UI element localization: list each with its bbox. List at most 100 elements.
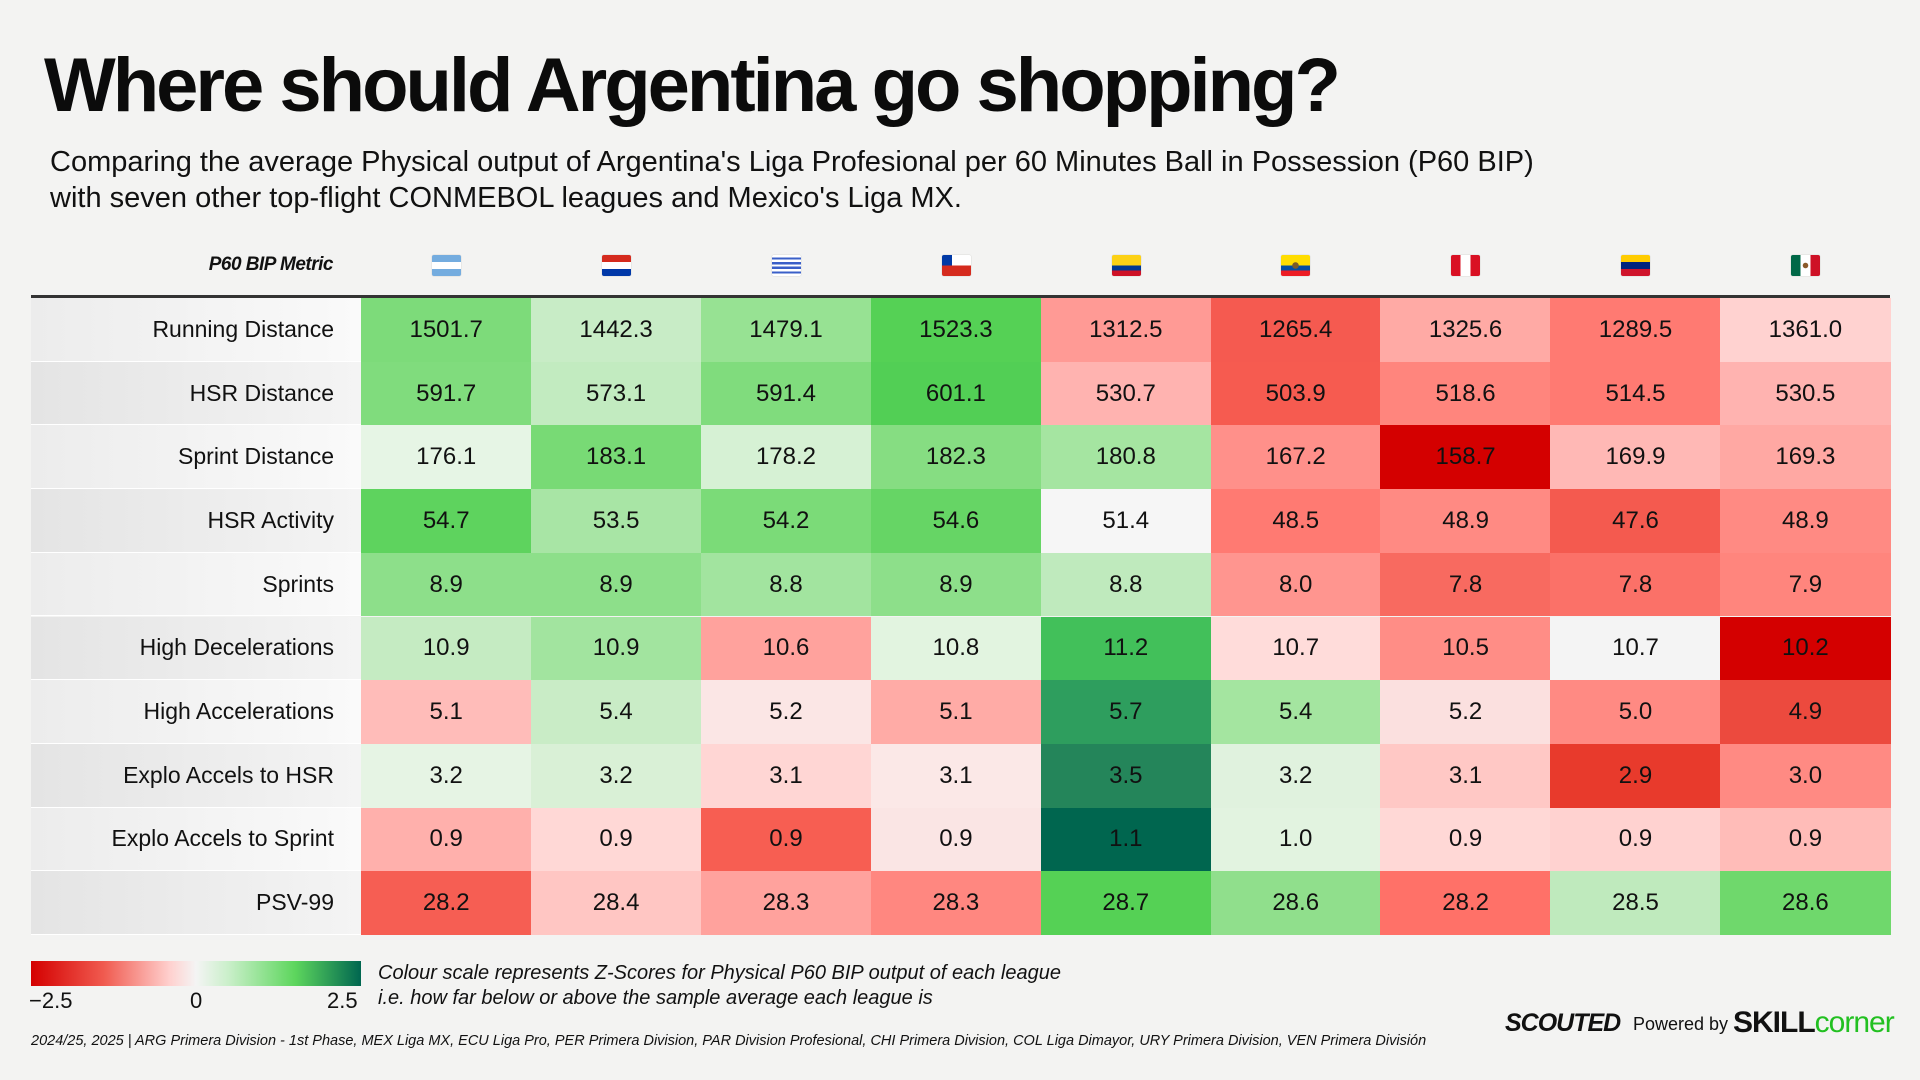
mexico-flag-icon bbox=[1791, 255, 1821, 276]
heatmap-cell: 10.2 bbox=[1720, 616, 1891, 681]
heatmap-cell: 169.9 bbox=[1550, 425, 1721, 490]
heatmap-cell: 3.2 bbox=[361, 743, 532, 808]
heatmap-cell: 3.2 bbox=[530, 743, 702, 808]
heatmap-cell: 8.9 bbox=[361, 552, 532, 617]
heatmap-cell: 28.2 bbox=[1380, 871, 1551, 935]
row-label: Explo Accels to Sprint bbox=[31, 807, 361, 872]
heatmap-cell: 1442.3 bbox=[530, 298, 702, 362]
heatmap-cell: 1523.3 bbox=[870, 298, 1042, 362]
heatmap-cell: 54.2 bbox=[700, 489, 872, 553]
heatmap-cell: 48.9 bbox=[1380, 489, 1551, 553]
heatmap-cell: 573.1 bbox=[530, 361, 702, 426]
heatmap-cell: 591.4 bbox=[700, 361, 872, 426]
heatmap-cell: 167.2 bbox=[1210, 425, 1381, 490]
heatmap-cell: 1289.5 bbox=[1550, 298, 1721, 362]
page-title: Where should Argentina go shopping? bbox=[44, 43, 1341, 128]
heatmap-cell: 0.9 bbox=[700, 807, 872, 872]
heatmap-cell: 3.0 bbox=[1720, 743, 1891, 808]
heatmap-cell: 514.5 bbox=[1550, 361, 1721, 426]
row-label: High Accelerations bbox=[31, 680, 361, 744]
row-label: HSR Distance bbox=[31, 361, 361, 426]
chile-flag-icon bbox=[941, 255, 971, 276]
paraguay-flag-icon bbox=[601, 255, 631, 276]
color-scale-bar bbox=[31, 961, 361, 986]
heatmap-cell: 1325.6 bbox=[1380, 298, 1551, 362]
heatmap-cell: 10.8 bbox=[870, 616, 1042, 681]
ecuador-flag-icon bbox=[1281, 255, 1311, 276]
heatmap-cell: 1.0 bbox=[1210, 807, 1381, 872]
heatmap-cell: 1501.7 bbox=[361, 298, 532, 362]
argentina-flag-icon bbox=[431, 255, 461, 276]
heatmap-cell: 3.1 bbox=[1380, 743, 1551, 808]
row-label: Sprint Distance bbox=[31, 425, 361, 490]
uruguay-flag-icon bbox=[771, 255, 801, 276]
heatmap-cell: 28.4 bbox=[530, 871, 702, 935]
heatmap-cell: 8.8 bbox=[700, 552, 872, 617]
row-header-label: P60 BIP Metric bbox=[208, 254, 334, 275]
heatmap-cell: 10.7 bbox=[1550, 616, 1721, 681]
heatmap-cell: 5.2 bbox=[700, 680, 872, 744]
heatmap-cell: 3.2 bbox=[1210, 743, 1381, 808]
legend-note-2: i.e. how far below or above the sample a… bbox=[378, 987, 933, 1009]
heatmap-cell: 182.3 bbox=[870, 425, 1042, 490]
heatmap-cell: 158.7 bbox=[1380, 425, 1551, 490]
scale-max-label: 2.5 bbox=[327, 988, 358, 1013]
heatmap-cell: 10.9 bbox=[361, 616, 532, 681]
heatmap-cell: 11.2 bbox=[1040, 616, 1211, 681]
heatmap-cell: 28.6 bbox=[1210, 871, 1381, 935]
heatmap-cell: 0.9 bbox=[361, 807, 532, 872]
header-rule bbox=[31, 295, 1890, 298]
venezuela-flag-icon bbox=[1621, 255, 1651, 276]
heatmap-cell: 28.6 bbox=[1720, 871, 1891, 935]
row-label: Sprints bbox=[31, 552, 361, 617]
heatmap-cell: 0.9 bbox=[1380, 807, 1551, 872]
heatmap-cell: 180.8 bbox=[1040, 425, 1211, 490]
heatmap-cell: 591.7 bbox=[361, 361, 532, 426]
heatmap-cell: 0.9 bbox=[1550, 807, 1721, 872]
row-label: High Decelerations bbox=[31, 616, 361, 681]
heatmap-cell: 7.9 bbox=[1720, 552, 1891, 617]
colombia-flag-icon bbox=[1111, 255, 1141, 276]
heatmap-cell: 5.1 bbox=[870, 680, 1042, 744]
legend-note-1: Colour scale represents Z-Scores for Phy… bbox=[378, 962, 1061, 984]
heatmap-cell: 28.3 bbox=[870, 871, 1042, 935]
heatmap-cell: 503.9 bbox=[1210, 361, 1381, 426]
subtitle-line-2: with seven other top-flight CONMEBOL lea… bbox=[50, 182, 962, 214]
heatmap-cell: 7.8 bbox=[1380, 552, 1551, 617]
heatmap-cell: 176.1 bbox=[361, 425, 532, 490]
heatmap-cell: 0.9 bbox=[1720, 807, 1891, 872]
heatmap-cell: 5.2 bbox=[1380, 680, 1551, 744]
heatmap-cell: 5.1 bbox=[361, 680, 532, 744]
heatmap-cell: 5.7 bbox=[1040, 680, 1211, 744]
row-label: HSR Activity bbox=[31, 489, 361, 553]
heatmap-cell: 1361.0 bbox=[1720, 298, 1891, 362]
heatmap-cell: 1312.5 bbox=[1040, 298, 1211, 362]
heatmap-cell: 48.5 bbox=[1210, 489, 1381, 553]
heatmap-cell: 51.4 bbox=[1040, 489, 1211, 553]
heatmap-cell: 5.4 bbox=[530, 680, 702, 744]
powered-by-text: Powered by bbox=[1633, 1014, 1729, 1034]
heatmap-cell: 518.6 bbox=[1380, 361, 1551, 426]
heatmap-cell: 8.0 bbox=[1210, 552, 1381, 617]
corner-text: corner bbox=[1814, 1006, 1895, 1039]
heatmap-cell: 169.3 bbox=[1720, 425, 1891, 490]
footer-sources: 2024/25, 2025 | ARG Primera Division - 1… bbox=[31, 1033, 1427, 1049]
peru-flag-icon bbox=[1451, 255, 1481, 276]
row-label: Explo Accels to HSR bbox=[31, 743, 361, 808]
heatmap-cell: 1265.4 bbox=[1210, 298, 1381, 362]
scale-mid-label: 0 bbox=[190, 988, 203, 1013]
scouted-logo: SCOUTED bbox=[1505, 1009, 1621, 1037]
skill-text: SKILL bbox=[1733, 1006, 1816, 1039]
heatmap-cell: 8.9 bbox=[530, 552, 702, 617]
heatmap-cell: 0.9 bbox=[530, 807, 702, 872]
heatmap-cell: 530.5 bbox=[1720, 361, 1891, 426]
heatmap-cell: 8.8 bbox=[1040, 552, 1211, 617]
heatmap-cell: 28.5 bbox=[1550, 871, 1721, 935]
heatmap-cell: 3.5 bbox=[1040, 743, 1211, 808]
heatmap-cell: 10.7 bbox=[1210, 616, 1381, 681]
heatmap-cell: 530.7 bbox=[1040, 361, 1211, 426]
heatmap-cell: 47.6 bbox=[1550, 489, 1721, 553]
heatmap-cell: 1.1 bbox=[1040, 807, 1211, 872]
heatmap-cell: 54.7 bbox=[361, 489, 532, 553]
heatmap-cell: 0.9 bbox=[870, 807, 1042, 872]
